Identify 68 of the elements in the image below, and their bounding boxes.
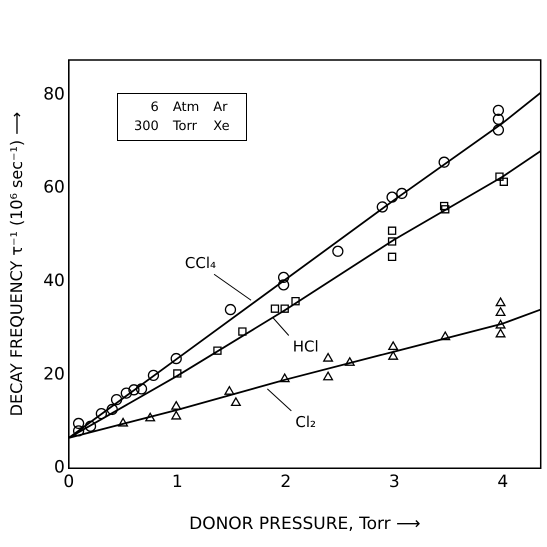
annotation: 6 Atm Ar <box>150 99 229 116</box>
point <box>270 304 280 313</box>
point <box>120 387 132 399</box>
point <box>72 425 84 437</box>
y-tick-label: 60 <box>43 178 65 198</box>
point <box>280 373 290 382</box>
point <box>438 156 450 168</box>
point <box>323 372 334 380</box>
y-tick-label: 80 <box>43 84 65 104</box>
point <box>496 328 506 338</box>
point <box>173 369 182 378</box>
point <box>440 202 448 210</box>
point <box>344 357 355 366</box>
point <box>96 408 108 420</box>
point <box>396 188 408 200</box>
point <box>118 418 128 427</box>
x-tick-label: 4 <box>497 472 508 492</box>
y-tick-label: 40 <box>43 271 65 292</box>
point <box>500 178 508 186</box>
annotation: HCl <box>292 337 319 356</box>
point <box>136 383 148 395</box>
point <box>376 201 388 213</box>
point <box>170 352 182 364</box>
point <box>106 404 118 416</box>
point <box>492 124 504 136</box>
point <box>278 272 290 284</box>
annotation: Cl₂ <box>295 412 316 431</box>
point <box>388 237 396 246</box>
x-tick-label: 1 <box>172 472 183 492</box>
point <box>386 192 398 203</box>
x-axis-title: DONOR PRESSURE, Torr ⟶ <box>189 514 420 534</box>
point <box>148 370 160 382</box>
point <box>278 279 290 291</box>
point <box>280 304 289 313</box>
point <box>171 400 182 410</box>
point <box>224 304 236 316</box>
point <box>495 172 504 181</box>
point <box>496 320 506 329</box>
point <box>230 397 241 406</box>
x-tick-label: 2 <box>280 472 292 492</box>
point <box>496 297 506 306</box>
point <box>388 341 398 350</box>
point <box>388 351 398 360</box>
point <box>72 418 84 430</box>
point <box>213 346 222 355</box>
point <box>84 420 96 432</box>
point <box>388 252 396 262</box>
point <box>238 327 247 336</box>
annotation: CCl₄ <box>184 254 216 272</box>
point <box>128 384 140 396</box>
point <box>332 246 344 257</box>
point <box>388 226 396 235</box>
y-tick-label: 20 <box>43 364 65 384</box>
point <box>323 352 334 362</box>
point <box>224 386 234 395</box>
point <box>440 331 450 340</box>
point <box>492 104 504 116</box>
point <box>496 307 506 316</box>
point <box>492 114 504 125</box>
point <box>145 412 156 422</box>
y-axis-title: DECAY FREQUENCY τ⁻¹ (10⁶ sec⁻¹) ⟶ <box>6 112 26 416</box>
point <box>171 410 182 420</box>
point <box>110 394 122 406</box>
x-tick-label: 3 <box>388 472 400 492</box>
point <box>291 297 300 306</box>
y-tick-label: 0 <box>54 458 65 478</box>
point <box>441 205 450 214</box>
text: 300 Torr Xe <box>134 119 230 134</box>
